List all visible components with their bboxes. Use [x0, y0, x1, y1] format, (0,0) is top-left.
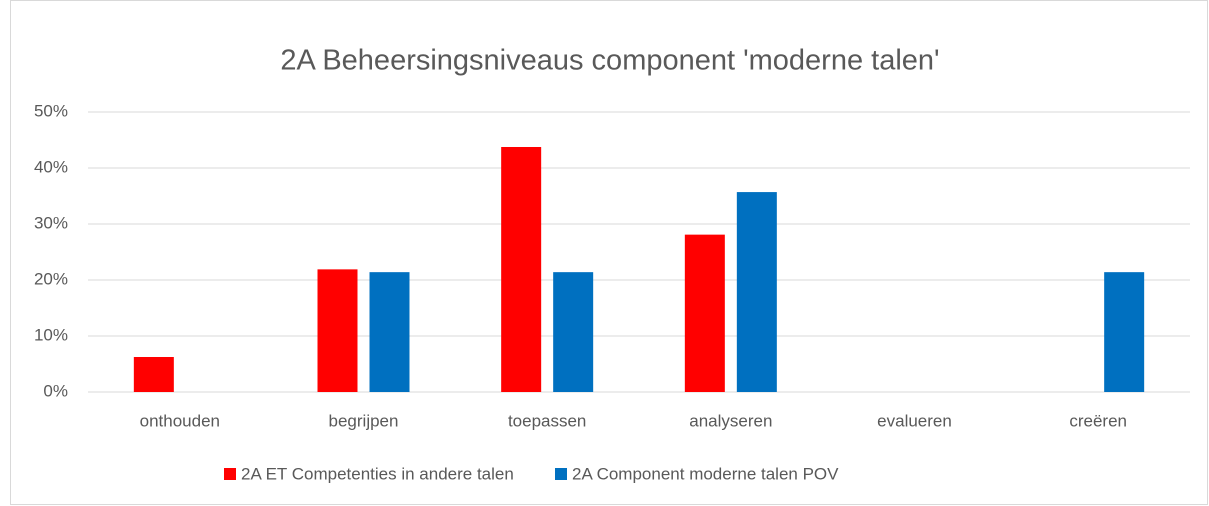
x-tick-label: evalueren: [877, 411, 952, 430]
y-tick-label: 0%: [43, 381, 68, 400]
bar: [684, 234, 725, 392]
x-tick-label: creëren: [1069, 411, 1127, 430]
y-tick-label: 50%: [34, 101, 68, 120]
bar: [369, 272, 410, 392]
x-tick-label: toepassen: [508, 411, 586, 430]
bar: [553, 272, 594, 392]
chart-border: [10, 0, 1208, 505]
bar: [133, 357, 174, 392]
x-tick-label: onthouden: [140, 411, 220, 430]
legend-swatch: [555, 468, 567, 480]
chart-title: 2A Beheersingsniveaus component 'moderne…: [280, 45, 939, 77]
bar: [1104, 272, 1145, 392]
legend-label: 2A Component moderne talen POV: [572, 464, 839, 483]
y-tick-label: 40%: [34, 157, 68, 176]
y-tick-label: 10%: [34, 325, 68, 344]
bar: [736, 192, 777, 392]
legend-swatch: [224, 468, 236, 480]
x-tick-label: begrijpen: [329, 411, 399, 430]
y-tick-label: 30%: [34, 213, 68, 232]
y-tick-label: 20%: [34, 269, 68, 288]
bar: [317, 269, 358, 392]
legend-label: 2A ET Competenties in andere talen: [241, 464, 514, 483]
x-tick-label: analyseren: [689, 411, 772, 430]
bar: [501, 147, 542, 392]
